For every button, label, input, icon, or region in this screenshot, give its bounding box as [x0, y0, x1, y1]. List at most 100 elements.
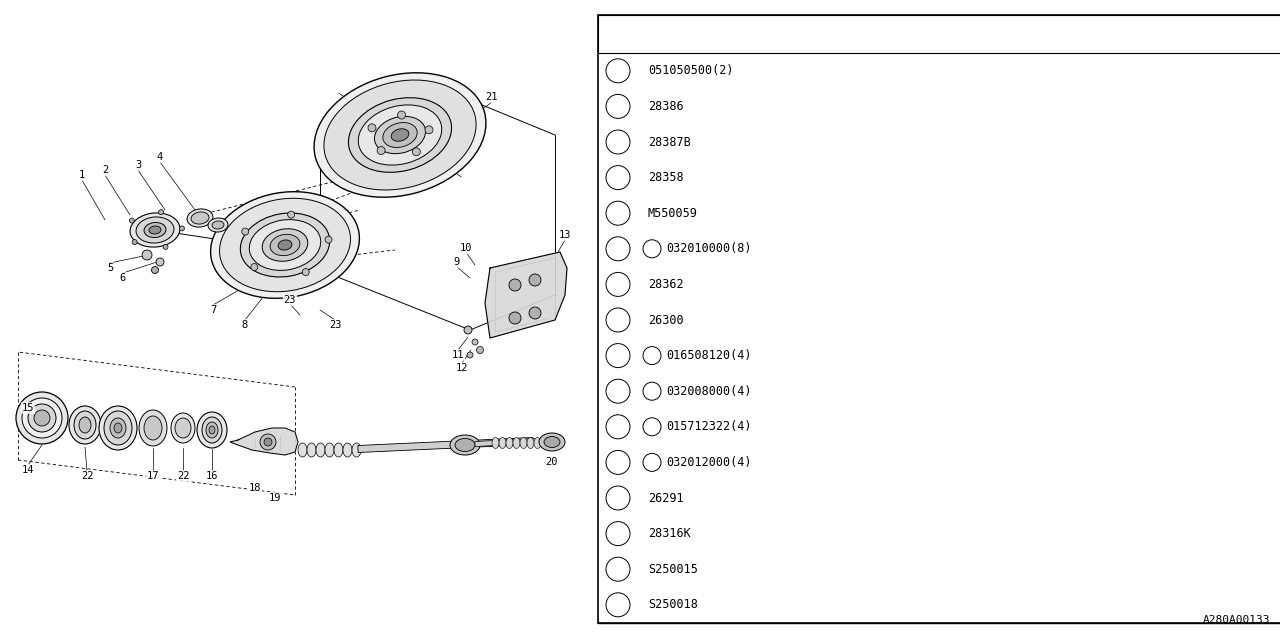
Text: *: *	[1107, 240, 1117, 258]
Circle shape	[605, 166, 630, 189]
Text: *: *	[1051, 168, 1061, 187]
Text: *: *	[1051, 453, 1061, 472]
Text: *: *	[1051, 347, 1061, 365]
Text: 8: 8	[1220, 36, 1228, 49]
Text: 032010000(8): 032010000(8)	[666, 243, 751, 255]
Text: *: *	[1051, 560, 1061, 578]
Text: 9: 9	[453, 257, 460, 267]
Text: *: *	[1051, 204, 1061, 222]
Text: *: *	[1275, 382, 1280, 400]
Text: 6: 6	[120, 273, 127, 283]
Ellipse shape	[348, 98, 452, 172]
Text: *: *	[1107, 560, 1117, 578]
Ellipse shape	[28, 404, 56, 432]
Text: 3: 3	[134, 160, 141, 170]
Text: *: *	[1219, 133, 1229, 151]
Circle shape	[398, 111, 406, 119]
Text: 21: 21	[485, 92, 498, 102]
Text: 051050500(2): 051050500(2)	[648, 64, 733, 77]
Text: 8: 8	[1052, 20, 1060, 34]
Ellipse shape	[241, 213, 330, 277]
Circle shape	[465, 326, 472, 334]
Text: 28386: 28386	[648, 100, 684, 113]
Text: *: *	[1107, 97, 1117, 115]
FancyArrow shape	[358, 438, 534, 452]
Ellipse shape	[172, 413, 195, 443]
Text: *: *	[1275, 240, 1280, 258]
Ellipse shape	[334, 443, 343, 457]
Text: 9: 9	[614, 351, 621, 360]
Circle shape	[529, 307, 541, 319]
Text: *: *	[1162, 596, 1174, 614]
Text: 1: 1	[79, 170, 86, 180]
Text: *: *	[1275, 275, 1280, 293]
Ellipse shape	[314, 73, 486, 197]
Text: 7: 7	[1165, 36, 1171, 49]
Circle shape	[242, 228, 248, 235]
Text: 23: 23	[329, 320, 342, 330]
Circle shape	[643, 347, 660, 365]
Ellipse shape	[209, 218, 228, 232]
Text: *: *	[1219, 453, 1229, 472]
Circle shape	[605, 237, 630, 261]
Text: 16: 16	[206, 471, 219, 481]
Text: *: *	[1107, 311, 1117, 329]
Ellipse shape	[187, 209, 212, 227]
Circle shape	[367, 124, 376, 132]
Text: 12: 12	[612, 458, 625, 467]
Ellipse shape	[539, 433, 564, 451]
Text: *: *	[1219, 418, 1229, 436]
Ellipse shape	[22, 398, 61, 438]
Text: W: W	[649, 244, 655, 254]
Text: *: *	[1219, 311, 1229, 329]
Text: 10: 10	[612, 386, 625, 396]
Ellipse shape	[140, 410, 166, 446]
Text: 5: 5	[614, 208, 621, 218]
Text: 22: 22	[177, 471, 189, 481]
Text: *: *	[1162, 62, 1174, 80]
Circle shape	[643, 240, 660, 258]
Circle shape	[643, 418, 660, 436]
Circle shape	[163, 244, 168, 250]
Text: *: *	[1219, 204, 1229, 222]
Ellipse shape	[219, 198, 351, 292]
Text: *: *	[1162, 382, 1174, 400]
Ellipse shape	[15, 392, 68, 444]
Text: W: W	[649, 386, 655, 396]
Circle shape	[529, 274, 541, 286]
Circle shape	[251, 264, 257, 271]
Text: W: W	[649, 458, 655, 467]
Text: *: *	[1051, 275, 1061, 293]
Text: 20: 20	[545, 457, 558, 467]
Ellipse shape	[270, 234, 300, 255]
Ellipse shape	[131, 213, 180, 247]
Text: 13: 13	[612, 493, 625, 503]
Text: *: *	[1219, 62, 1229, 80]
Ellipse shape	[513, 438, 520, 449]
Text: *: *	[1107, 418, 1117, 436]
Text: 3: 3	[614, 137, 621, 147]
Text: 015712322(4): 015712322(4)	[666, 420, 751, 433]
Ellipse shape	[202, 417, 221, 443]
Circle shape	[467, 352, 474, 358]
Text: 5: 5	[106, 263, 113, 273]
Ellipse shape	[343, 443, 352, 457]
Circle shape	[605, 379, 630, 403]
Text: *: *	[1219, 275, 1229, 293]
Ellipse shape	[104, 411, 132, 445]
Ellipse shape	[110, 418, 125, 438]
Text: *: *	[1275, 453, 1280, 472]
Ellipse shape	[69, 406, 101, 444]
Text: 016508120(4): 016508120(4)	[666, 349, 751, 362]
Text: B: B	[649, 422, 655, 432]
Text: *: *	[1275, 489, 1280, 507]
Circle shape	[605, 59, 630, 83]
Text: *: *	[1275, 168, 1280, 187]
Text: *: *	[1162, 525, 1174, 543]
Text: 7: 7	[210, 305, 216, 315]
Text: 12: 12	[456, 363, 468, 373]
Text: *: *	[1275, 133, 1280, 151]
Text: *: *	[1219, 97, 1229, 115]
Text: *: *	[1107, 382, 1117, 400]
Text: *: *	[1107, 525, 1117, 543]
